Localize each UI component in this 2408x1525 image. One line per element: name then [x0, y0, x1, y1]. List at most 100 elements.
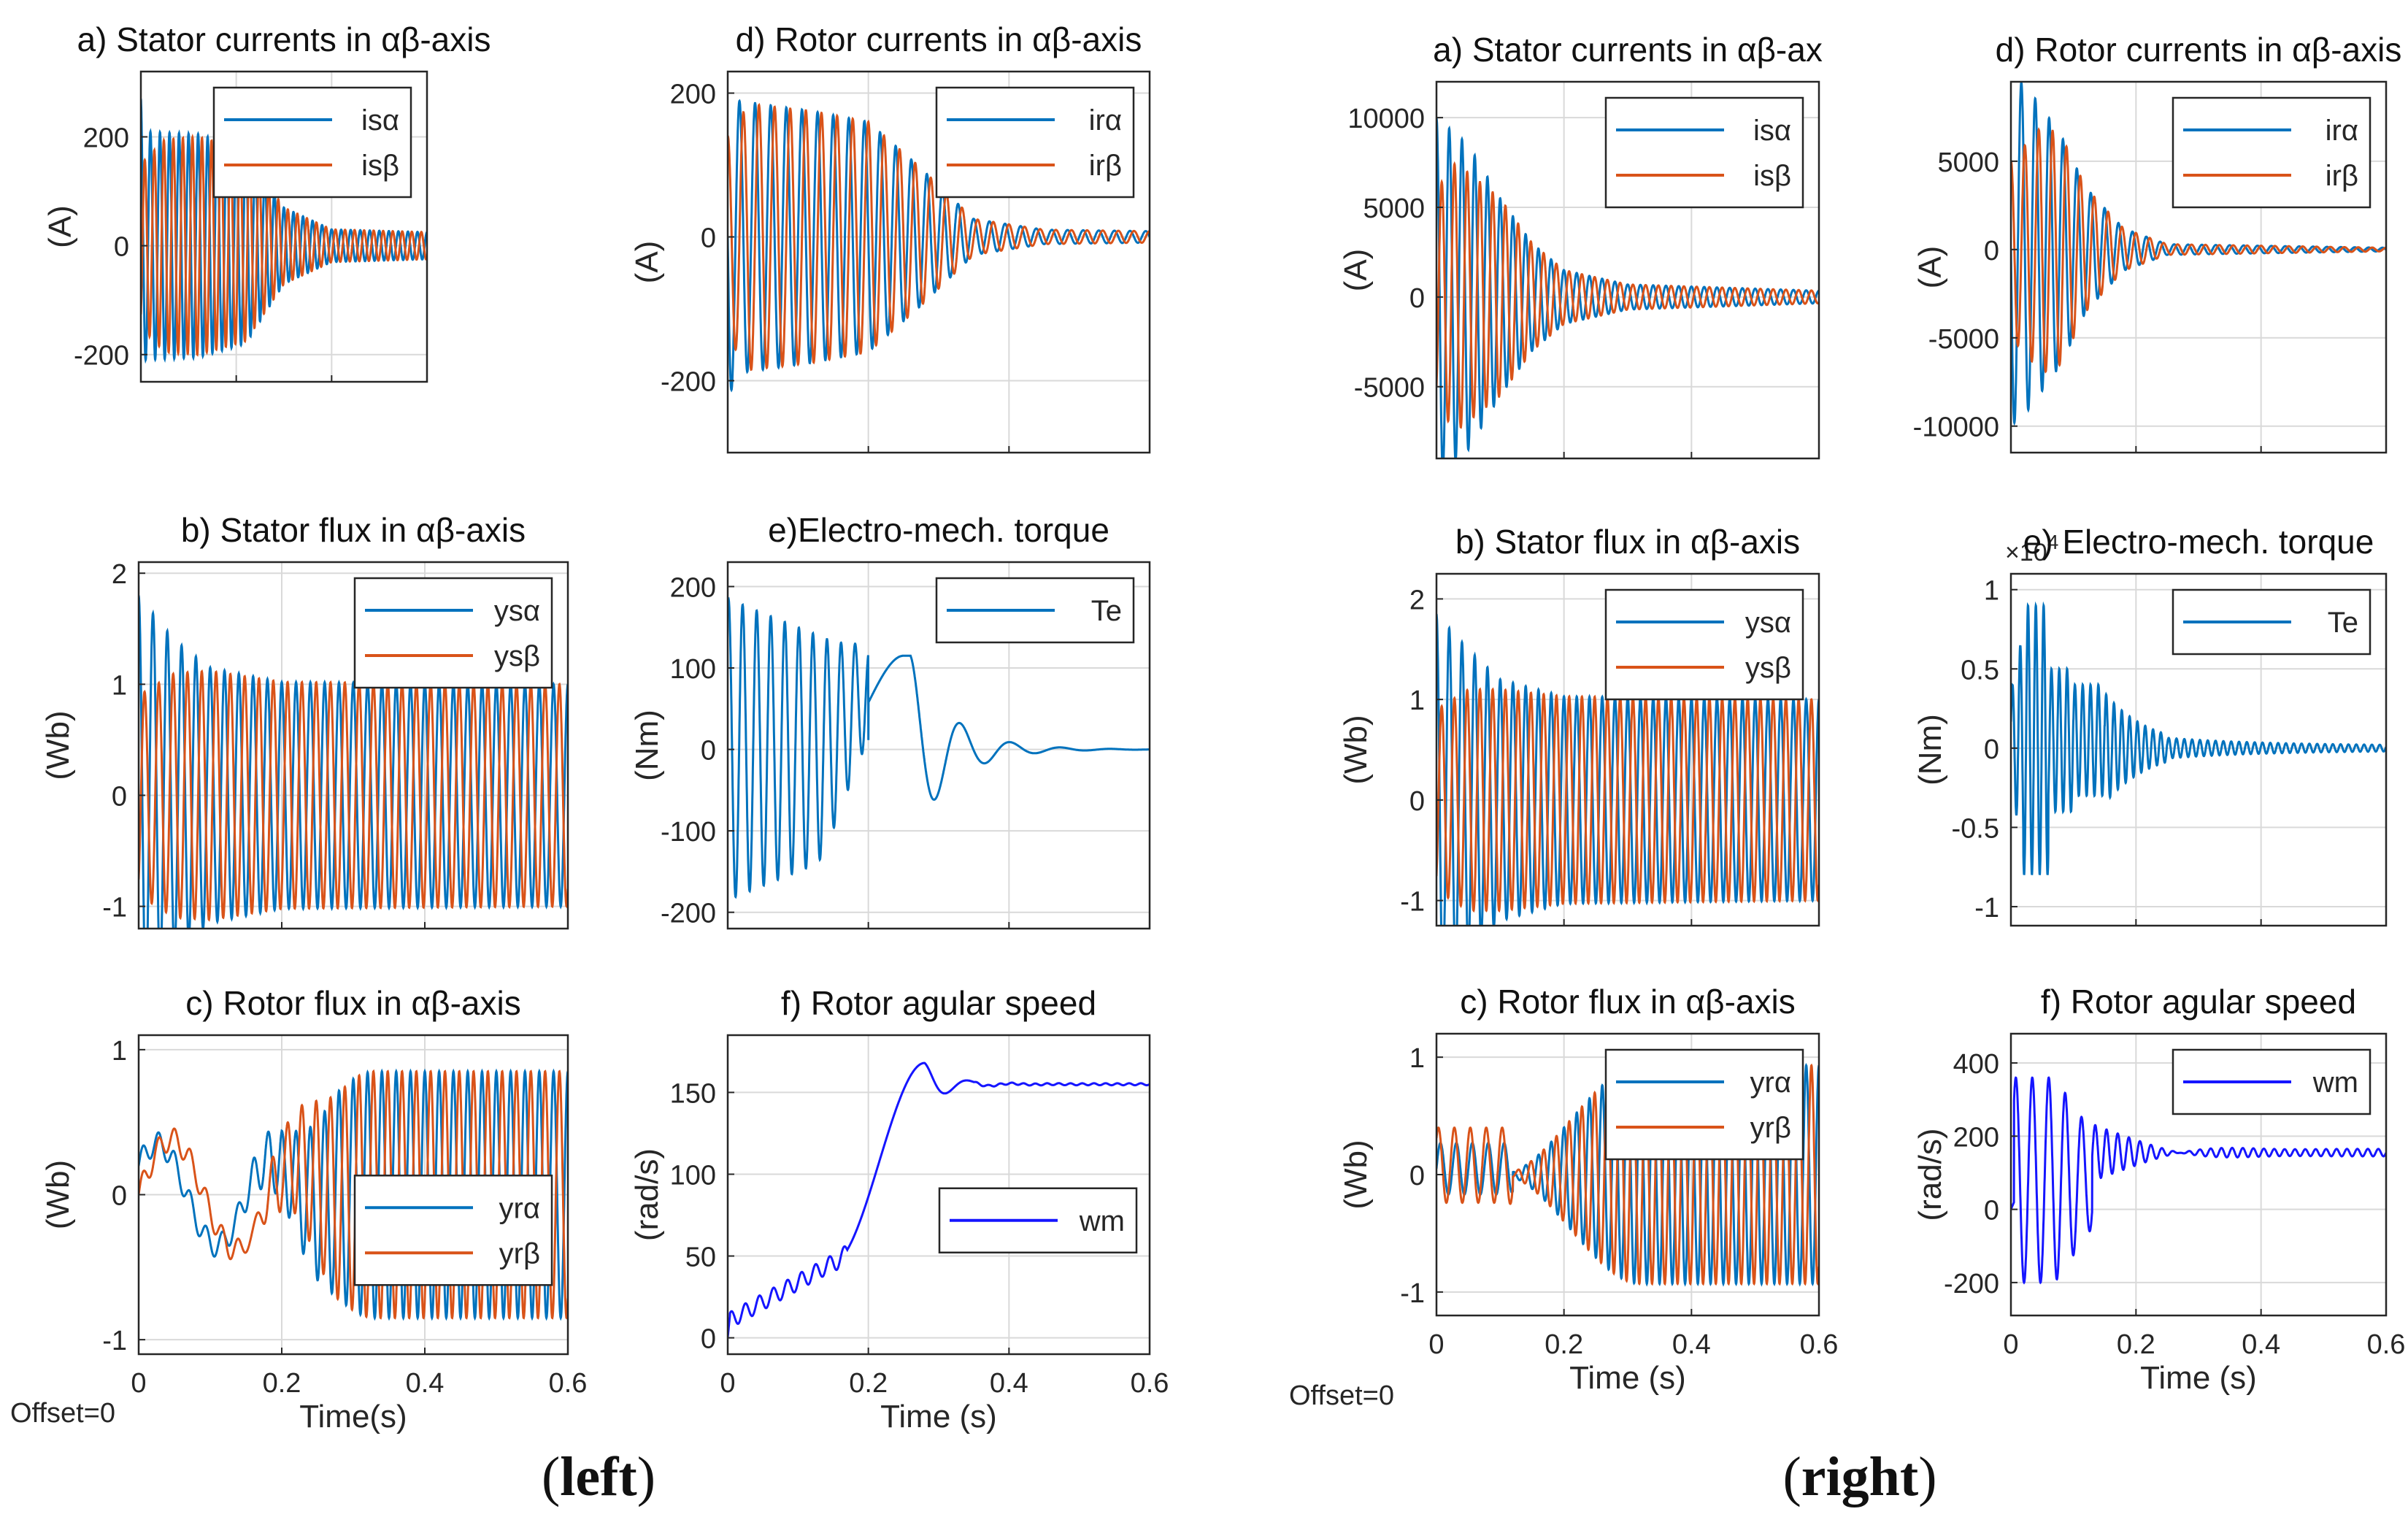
y-axis-label: (A): [629, 241, 665, 284]
y-tick-label: 0: [701, 736, 716, 767]
y-tick-label: 1: [1409, 685, 1425, 716]
y-tick-label: 2: [1409, 585, 1425, 615]
legend-box: [1604, 1048, 1804, 1161]
y-tick-label: 0: [112, 781, 127, 812]
legend-label: wm: [2312, 1067, 2358, 1099]
y-tick-label: 0: [1984, 1196, 1999, 1226]
y-tick-label: 0: [701, 1324, 716, 1355]
chart-R-d: -10000 -5000 0 5000 d) Rotor currents in αβ-…: [1912, 31, 2402, 454]
axes-box: [726, 561, 1151, 930]
x-axis-label: Time(s): [299, 1399, 407, 1434]
y-axis-label: (Wb): [1338, 715, 1374, 784]
x-axis-label: Time (s): [880, 1399, 997, 1434]
y-tick-label: 1: [1409, 1043, 1425, 1074]
chart-L-d: -200 0 200 d) Rotor currents in αβ-axis (A) i…: [629, 20, 1151, 454]
y-tick-label: -1: [1400, 1278, 1425, 1309]
x-tick-label: 0.6: [2367, 1329, 2406, 1360]
x-tick-label: 0.4: [2242, 1329, 2280, 1360]
y-tick-label: -200: [74, 341, 129, 372]
axis-exponent: ×104: [2005, 531, 2058, 566]
y-tick-label: -0.5: [1952, 813, 1999, 844]
axes-box: [2009, 1032, 2388, 1317]
series-line-1: [2011, 82, 2386, 426]
axes-box: [1435, 80, 1820, 460]
axis-exponent-power: 4: [2047, 531, 2059, 553]
chart-title: e) Electro-mech. torque: [2023, 523, 2374, 561]
x-tick-label: 0.2: [849, 1368, 888, 1399]
chart-title: b) Stator flux in αβ-axis: [1455, 523, 1800, 561]
x-tick-label: 0.2: [1545, 1329, 1583, 1360]
legend-label: yrβ: [1750, 1112, 1791, 1144]
y-tick-label: 200: [670, 572, 716, 603]
offset-label-right: Offset=0: [1289, 1380, 1394, 1411]
legend-box: [353, 1175, 553, 1286]
caption-right-word: right: [1801, 1446, 1918, 1507]
axes-box: [2009, 80, 2388, 454]
legend-label: Te: [2328, 607, 2358, 639]
chart-L-f: 0 50 100 150 0 0.2 0.4 0.6 f) Rotor agular speed…: [629, 984, 1169, 1434]
y-tick-label: 0: [701, 223, 716, 254]
caption-right-close: ): [1918, 1446, 1936, 1507]
axes-box: [1435, 572, 1820, 927]
y-tick-label: 10000: [1347, 104, 1425, 134]
y-axis-label: (A): [42, 205, 78, 248]
legend-box: [2172, 96, 2372, 209]
series-line-1: [139, 1068, 568, 1321]
y-tick-label: -5000: [1928, 324, 1999, 355]
y-tick-label: 5000: [1363, 193, 1425, 224]
chart-title: e)Electro-mech. torque: [768, 511, 1109, 549]
chart-title: a) Stator currents in αβ-axis: [77, 20, 491, 58]
legend-label: irβ: [1089, 150, 1122, 182]
legend-label: isβ: [1753, 160, 1791, 192]
y-tick-label: 100: [670, 654, 716, 685]
legend-label: ysα: [494, 595, 540, 627]
y-axis-label: (Nm): [1912, 714, 1948, 785]
y-tick-label: 50: [685, 1242, 716, 1273]
caption-right: (right): [1782, 1446, 1936, 1507]
y-axis-label: (A): [1912, 246, 1948, 289]
chart-title: b) Stator flux in αβ-axis: [181, 511, 526, 549]
legend-label: irα: [1089, 104, 1122, 137]
y-tick-label: 100: [670, 1160, 716, 1191]
chart-L-b: -1 0 1 2 b) Stator flux in αβ-axis (Wb) ysα ysβ: [40, 511, 569, 930]
y-tick-label: 200: [1953, 1122, 1999, 1153]
chart-L-a: -200 0 200 a) Stator currents in αβ-axis (A)…: [42, 20, 491, 383]
legend-label: irβ: [2326, 160, 2358, 192]
legend-label: ysβ: [1745, 652, 1791, 684]
legend-label: isα: [361, 104, 399, 137]
chart-L-e: -200 -100 0 100 200 e)Electro-mech. torque (Nm…: [629, 511, 1151, 930]
legend-label: Te: [1091, 595, 1122, 627]
y-tick-label: -10000: [1913, 412, 1999, 443]
legend-label: yrα: [499, 1192, 540, 1224]
y-tick-label: -1: [1974, 893, 1999, 923]
series-line-2: [2011, 127, 2386, 374]
caption-left-word: left: [560, 1446, 636, 1507]
x-tick-label: 0.2: [263, 1368, 301, 1399]
axes-box: [137, 561, 569, 930]
chart-title: d) Rotor currents in αβ-axis: [1996, 31, 2402, 69]
series-line-2: [139, 1069, 568, 1320]
series-line-1: [728, 1061, 1150, 1338]
x-axis-label: Time (s): [2140, 1360, 2257, 1396]
chart-title: f) Rotor agular speed: [781, 984, 1096, 1022]
series-line-2: [728, 103, 1150, 372]
y-tick-label: 200: [83, 123, 129, 153]
y-tick-label: 2: [112, 559, 127, 590]
y-tick-label: 1: [112, 1036, 127, 1067]
axes-box: [726, 1034, 1151, 1356]
chart-R-b: -1 0 1 2 b) Stator flux in αβ-axis (Wb) ysα ysβ: [1338, 523, 1820, 927]
x-tick-label: 0: [2003, 1329, 2018, 1360]
caption-left-open: (: [542, 1446, 560, 1507]
y-tick-label: 0: [1984, 236, 1999, 266]
y-tick-label: 0: [1409, 283, 1425, 314]
y-tick-label: 1: [1984, 576, 1999, 607]
x-tick-label: 0.4: [406, 1368, 445, 1399]
x-tick-label: 0.4: [990, 1368, 1028, 1399]
y-tick-label: 200: [670, 80, 716, 110]
legend-label: ysβ: [494, 640, 540, 672]
chart-R-a: -5000 0 5000 10000 a) Stator currents in αβ-…: [1338, 31, 1823, 460]
